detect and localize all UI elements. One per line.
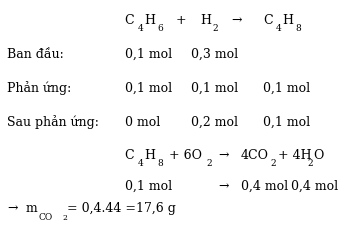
Text: H: H (144, 149, 155, 162)
Text: C: C (263, 14, 272, 27)
Text: C: C (125, 149, 134, 162)
Text: C: C (125, 14, 134, 27)
Text: 2: 2 (270, 159, 276, 168)
Text: 4: 4 (138, 159, 143, 168)
Text: Sau phản ứng:: Sau phản ứng: (7, 115, 99, 129)
Text: 4: 4 (276, 24, 282, 33)
Text: 0,1 mol: 0,1 mol (263, 116, 310, 129)
Text: 0,1 mol: 0,1 mol (125, 82, 172, 95)
Text: Ban đầu:: Ban đầu: (7, 48, 64, 61)
Text: 4: 4 (138, 24, 143, 33)
Text: 2: 2 (206, 159, 212, 168)
Text: →: → (231, 14, 242, 27)
Text: 2: 2 (213, 24, 218, 33)
Text: →: → (218, 180, 229, 192)
Text: 2: 2 (62, 214, 67, 222)
Text: 0 mol: 0 mol (125, 116, 160, 129)
Text: 0,1 mol: 0,1 mol (125, 48, 172, 61)
Text: →: → (218, 149, 229, 162)
Text: H: H (282, 14, 293, 27)
Text: + 4H: + 4H (278, 149, 312, 162)
Text: = 0,4.44 =17,6 g: = 0,4.44 =17,6 g (67, 202, 176, 215)
Text: 6: 6 (157, 24, 163, 33)
Text: 0,1 mol: 0,1 mol (191, 82, 238, 95)
Text: O: O (313, 149, 323, 162)
Text: 8: 8 (295, 24, 301, 33)
Text: Phản ứng:: Phản ứng: (7, 81, 71, 95)
Text: H: H (200, 14, 211, 27)
Text: 0,1 mol: 0,1 mol (263, 82, 310, 95)
Text: 0,1 mol: 0,1 mol (125, 180, 172, 192)
Text: 0,4 mol: 0,4 mol (291, 180, 338, 192)
Text: 8: 8 (157, 159, 163, 168)
Text: m: m (26, 202, 37, 215)
Text: + 6O: + 6O (169, 149, 202, 162)
Text: 0,2 mol: 0,2 mol (191, 116, 238, 129)
Text: 4CO: 4CO (241, 149, 269, 162)
Text: 0,3 mol: 0,3 mol (191, 48, 238, 61)
Text: 2: 2 (308, 159, 313, 168)
Text: →: → (7, 202, 18, 215)
Text: 0,4 mol: 0,4 mol (241, 180, 288, 192)
Text: H: H (144, 14, 155, 27)
Text: CO: CO (38, 213, 52, 222)
Text: +: + (175, 14, 186, 27)
